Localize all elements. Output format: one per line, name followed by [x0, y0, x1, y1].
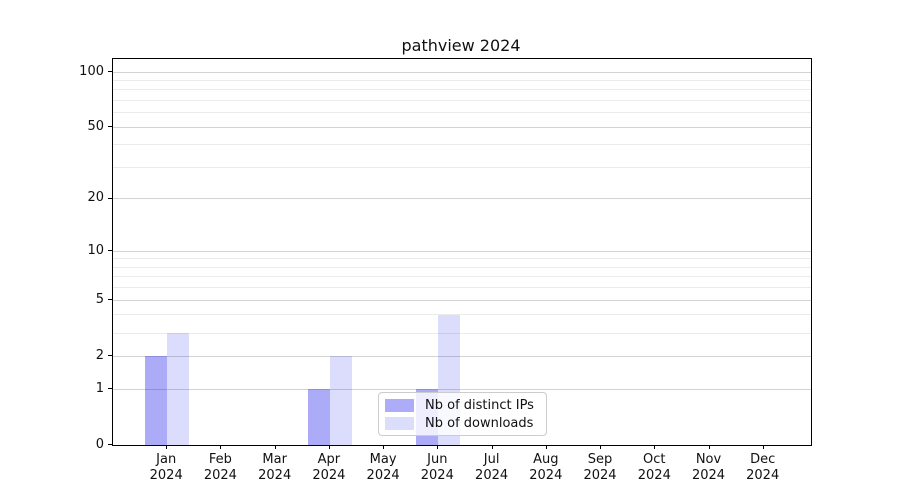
minor-gridline: [113, 332, 811, 334]
minor-gridline: [113, 287, 811, 289]
downloads-swatch-icon: [385, 416, 414, 430]
legend-label: Nb of distinct IPs: [425, 397, 534, 413]
bar-distinct-ips-apr: [307, 389, 330, 445]
y-tick-mark: [108, 444, 112, 445]
x-tick-mark: [383, 445, 385, 449]
x-tick-year: 2024: [149, 468, 183, 483]
x-tick-year: 2024: [258, 468, 292, 483]
major-gridline: [113, 388, 811, 390]
x-tick-year: 2024: [746, 468, 780, 483]
y-tick-label: 50: [87, 118, 104, 134]
y-tick-mark: [108, 299, 112, 301]
x-tick-label: Nov 2024: [681, 452, 737, 484]
y-tick-label: 2: [95, 347, 104, 363]
x-tick-year: 2024: [475, 468, 509, 483]
major-gridline: [113, 250, 811, 252]
y-tick-label: 5: [95, 291, 104, 307]
x-tick-year: 2024: [366, 468, 400, 483]
x-tick-mark: [654, 445, 656, 449]
y-tick-label: 100: [79, 63, 104, 79]
legend-item-distinct-ips: Nb of distinct IPs: [385, 398, 546, 413]
minor-gridline: [113, 258, 811, 260]
y-tick-mark: [108, 388, 112, 389]
y-tick-mark: [108, 355, 112, 357]
x-tick-year: 2024: [583, 468, 617, 483]
distinct-ips-swatch-icon: [385, 398, 414, 412]
x-tick-label: Mar 2024: [247, 452, 303, 484]
legend-label: Nb of downloads: [425, 415, 534, 431]
x-tick-label: Sep 2024: [572, 452, 628, 484]
major-gridline: [113, 71, 811, 73]
x-tick-label: Oct 2024: [626, 452, 682, 484]
y-tick-mark: [108, 197, 112, 199]
y-tick-mark: [108, 71, 112, 72]
y-tick-label: 1: [95, 380, 104, 396]
x-tick-year: 2024: [529, 468, 563, 483]
y-tick-mark: [108, 250, 112, 252]
x-tick-year: 2024: [312, 468, 346, 483]
major-gridline: [113, 299, 811, 301]
minor-gridline: [113, 276, 811, 278]
y-tick-label: 0: [95, 436, 104, 452]
x-tick-label: Feb 2024: [192, 452, 248, 484]
x-tick-label: May 2024: [355, 452, 411, 484]
minor-gridline: [113, 79, 811, 81]
x-tick-mark: [762, 445, 764, 449]
x-tick-mark: [220, 445, 222, 449]
major-gridline: [113, 126, 811, 128]
x-tick-mark: [600, 445, 601, 449]
x-tick-mark: [437, 445, 439, 449]
bar-downloads-jan: [167, 333, 190, 445]
minor-gridline: [113, 314, 811, 316]
bar-downloads-apr: [329, 356, 352, 445]
minor-gridline: [113, 89, 811, 91]
major-gridline: [113, 198, 811, 200]
x-tick-year: 2024: [637, 468, 671, 483]
x-tick-label: Apr 2024: [301, 452, 357, 484]
x-tick-mark: [166, 445, 168, 449]
x-tick-year: 2024: [420, 468, 454, 483]
x-tick-mark: [328, 445, 330, 449]
minor-gridline: [113, 112, 811, 114]
x-tick-mark: [491, 445, 493, 449]
y-tick-label: 20: [87, 190, 104, 206]
x-tick-label: Jan 2024: [138, 452, 194, 484]
legend-item-downloads: Nb of downloads: [385, 416, 546, 431]
bar-distinct-ips-jan: [145, 356, 168, 445]
x-tick-label: Aug 2024: [518, 452, 574, 484]
chart-title: pathview 2024: [401, 36, 521, 55]
minor-gridline: [113, 144, 811, 146]
plot-area: Nb of distinct IPs Nb of downloads: [112, 58, 812, 446]
minor-gridline: [113, 100, 811, 101]
x-tick-year: 2024: [691, 468, 726, 483]
minor-gridline: [113, 266, 811, 268]
x-tick-year: 2024: [203, 468, 237, 483]
y-tick-mark: [108, 126, 112, 128]
y-tick-label: 10: [87, 242, 104, 258]
x-tick-mark: [708, 445, 710, 449]
x-tick-label: Jun 2024: [409, 452, 465, 484]
x-tick-mark: [545, 445, 547, 449]
major-gridline: [113, 355, 811, 357]
x-tick-label: Dec 2024: [735, 452, 791, 484]
x-tick-label: Jul 2024: [464, 452, 520, 484]
legend: Nb of distinct IPs Nb of downloads: [378, 392, 547, 436]
x-tick-mark: [274, 445, 276, 449]
minor-gridline: [113, 167, 811, 168]
